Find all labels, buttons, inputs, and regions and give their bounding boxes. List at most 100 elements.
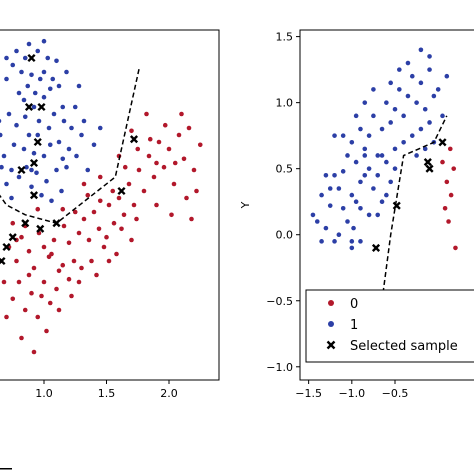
class0-point <box>184 195 189 201</box>
class1-point <box>310 212 316 218</box>
class1-point <box>4 181 9 187</box>
selected-sample-marker <box>117 186 126 196</box>
class0-point <box>106 202 112 208</box>
class1-point <box>440 113 445 119</box>
decision-boundary-line <box>381 115 448 301</box>
class1-point <box>362 153 368 158</box>
class0-point <box>169 212 174 218</box>
class1-point <box>427 54 432 59</box>
class0-point <box>79 265 84 271</box>
class0-point <box>116 195 122 201</box>
class1-point <box>340 169 346 174</box>
class1-point <box>25 83 31 89</box>
class0-point <box>1 279 7 285</box>
class1-point <box>10 62 16 68</box>
decision-boundary-line <box>0 69 140 225</box>
class1-point <box>34 170 39 176</box>
class0-point <box>47 300 53 306</box>
class0-point <box>41 279 47 285</box>
class1-point <box>41 38 47 44</box>
class1-point <box>60 104 66 110</box>
y-tick-label: 0.0 <box>276 229 294 242</box>
class0-point <box>151 174 157 180</box>
selected-sample-marker <box>2 242 11 252</box>
class0-point <box>61 223 67 229</box>
class0-point <box>135 146 141 152</box>
class1-point <box>22 114 28 120</box>
class1-point <box>371 186 376 191</box>
class0-point <box>101 244 107 250</box>
y-tick-label: 1.0 <box>276 97 294 110</box>
class0-point <box>166 146 172 152</box>
class1-point <box>21 97 27 103</box>
class1-point <box>375 153 381 158</box>
class1-point <box>85 167 91 173</box>
selected-sample-marker <box>37 102 46 112</box>
x-tick-label: −1.0 <box>338 387 365 400</box>
class0-point <box>89 258 94 264</box>
class0-point <box>51 237 57 243</box>
class0-point <box>451 166 457 171</box>
class1-point <box>349 239 355 244</box>
class0-point <box>197 142 203 148</box>
class1-point <box>392 146 398 152</box>
class0-point <box>181 156 187 162</box>
class0-point <box>86 237 92 243</box>
class1-point <box>444 73 450 79</box>
class0-point <box>172 160 178 166</box>
class1-point <box>54 58 59 64</box>
class1-point <box>336 232 342 238</box>
class1-point <box>35 132 41 138</box>
class0-point <box>10 220 16 226</box>
class1-point <box>60 156 66 162</box>
class0-point <box>186 125 192 131</box>
class1-point <box>349 245 355 251</box>
selected-sample-marker <box>33 137 42 147</box>
class0-point <box>31 265 37 271</box>
selected-sample-marker <box>438 138 447 147</box>
class1-point <box>41 153 47 159</box>
legend-label-class0: 0 <box>350 297 358 312</box>
class1-point <box>388 120 393 125</box>
class1-point <box>36 118 42 124</box>
class1-point <box>349 139 355 145</box>
class1-point <box>336 186 342 191</box>
selected-sample-marker <box>24 102 34 112</box>
legend-label-selected: Selected sample <box>350 339 458 354</box>
class0-point <box>122 164 128 170</box>
class1-point <box>64 69 69 75</box>
legend-selected-marker <box>326 340 336 350</box>
class0-point <box>72 209 78 215</box>
class1-point <box>47 86 53 92</box>
x-tick-label: 2.0 <box>160 387 178 400</box>
class0-point <box>91 209 97 215</box>
class1-point <box>327 186 333 191</box>
class0-point <box>129 237 134 243</box>
class0-point <box>161 164 167 170</box>
class1-point <box>401 113 406 119</box>
legend-box <box>305 289 474 363</box>
class1-point <box>26 132 32 138</box>
class1-point <box>353 199 359 204</box>
class1-point <box>418 47 424 53</box>
class1-point <box>388 179 393 185</box>
class0-point <box>134 216 139 222</box>
class1-point <box>54 167 59 173</box>
class1-point <box>431 93 437 99</box>
class1-point <box>61 118 67 124</box>
class0-point <box>126 181 132 187</box>
class1-point <box>384 192 389 198</box>
class1-point <box>9 195 14 201</box>
class1-point <box>44 178 49 184</box>
class1-point <box>405 93 411 99</box>
class1-point <box>35 48 41 54</box>
class1-point <box>14 48 19 54</box>
class1-point <box>414 153 419 158</box>
class0-point <box>448 192 454 198</box>
right-plot-panel: −1.5 −1.0 −0.51.51.00.50.0−0.5−1.0Y <box>239 29 474 400</box>
class1-point <box>47 142 53 148</box>
y-tick-label: −1.0 <box>266 361 293 374</box>
selected-sample-marker <box>29 158 39 168</box>
plot-area <box>310 47 458 301</box>
